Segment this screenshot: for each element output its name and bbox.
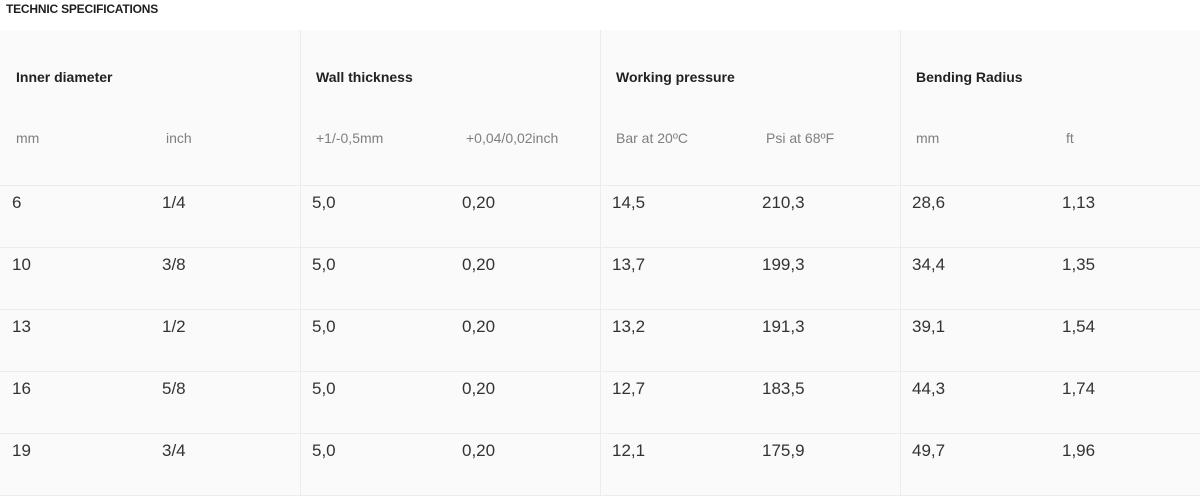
table-cell: 1/4 [162,193,186,212]
subheader-wall-mm: +1/-0,5mm [316,130,384,146]
subheader-inner-inch: inch [166,130,192,146]
table-cell: 5,0 [312,441,336,460]
table-cell: 175,9 [762,441,805,460]
row-divider [0,433,1200,434]
table-cell: 14,5 [612,193,646,212]
row-divider [0,371,1200,372]
spec-table: Inner diameter Wall thickness Working pr… [0,30,1200,496]
table-cell: 34,4 [912,255,946,274]
header-working-pressure: Working pressure [616,69,735,85]
table-cell: 49,7 [912,441,946,460]
table-cell: 44,3 [912,379,946,398]
table-cell: 19 [12,441,31,460]
table-cell: 5/8 [162,379,186,398]
table-cell: 5,0 [312,379,336,398]
group-divider [900,30,901,496]
header-inner-diameter: Inner diameter [16,69,113,85]
table-cell: 39,1 [912,317,946,336]
row-divider [0,247,1200,248]
header-wall-thickness: Wall thickness [316,69,413,85]
table-cell: 5,0 [312,193,336,212]
subheader-radius-ft: ft [1066,130,1074,146]
table-cell: 0,20 [462,193,496,212]
table-cell: 3/4 [162,441,186,460]
table-cell: 0,20 [462,441,496,460]
table-cell: 28,6 [912,193,946,212]
group-divider [300,30,301,496]
table-cell: 0,20 [462,379,496,398]
subheader-inner-mm: mm [16,130,40,146]
table-cell: 12,7 [612,379,646,398]
table-cell: 16 [12,379,31,398]
table-cell: 13 [12,317,31,336]
header-bending-radius: Bending Radius [916,69,1023,85]
table-cell: 210,3 [762,193,805,212]
table-cell: 5,0 [312,255,336,274]
table-cell: 13,2 [612,317,646,336]
table-cell: 183,5 [762,379,805,398]
subheader-radius-mm: mm [916,130,940,146]
subheader-pressure-psi: Psi at 68ºF [766,130,835,146]
table-cell: 12,1 [612,441,646,460]
subheader-pressure-bar: Bar at 20ºC [616,130,689,146]
table-cell: 1,74 [1062,379,1096,398]
table-cell: 1,35 [1062,255,1096,274]
table-cell: 199,3 [762,255,805,274]
table-cell: 3/8 [162,255,186,274]
table-cell: 5,0 [312,317,336,336]
table-cell: 10 [12,255,31,274]
table-cell: 1,13 [1062,193,1096,212]
row-divider [0,309,1200,310]
table-cell: 191,3 [762,317,805,336]
row-divider [0,185,1200,186]
subheader-wall-inch: +0,04/0,02inch [466,130,559,146]
table-cell: 6 [12,193,22,212]
table-cell: 0,20 [462,255,496,274]
table-cell: 1,96 [1062,441,1096,460]
table-cell: 0,20 [462,317,496,336]
page-title: TECHNIC SPECIFICATIONS [6,2,159,16]
table-cell: 1/2 [162,317,186,336]
group-divider [600,30,601,496]
table-cell: 13,7 [612,255,646,274]
table-cell: 1,54 [1062,317,1096,336]
